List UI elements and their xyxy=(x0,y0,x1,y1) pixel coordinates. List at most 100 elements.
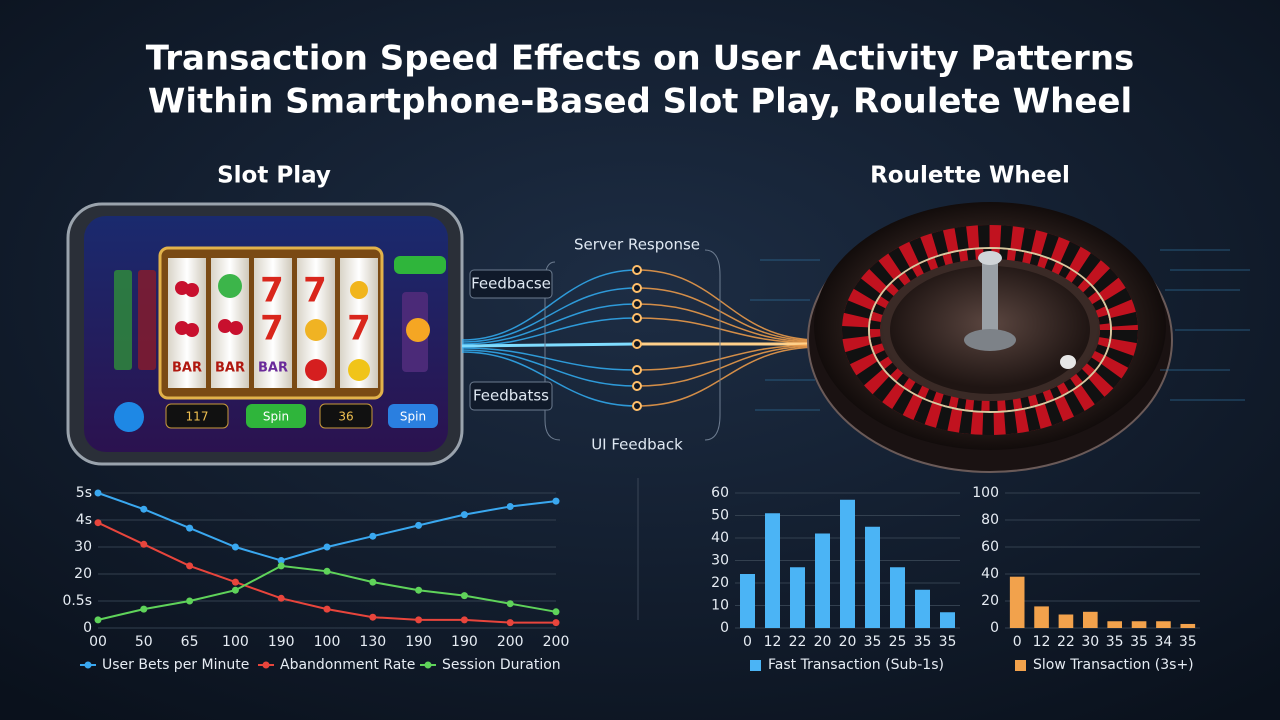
data-point xyxy=(552,619,560,627)
x-tick-label: 35 xyxy=(1179,634,1197,650)
section-title: Slot Play xyxy=(217,163,331,189)
x-tick-label: 12 xyxy=(1033,634,1051,650)
x-tick-label: 100 xyxy=(314,634,341,650)
data-point xyxy=(323,543,331,551)
y-tick-label: 4s xyxy=(76,512,92,528)
x-tick-label: 200 xyxy=(497,634,524,650)
y-tick-label: 40 xyxy=(981,566,999,582)
reel-bar: BAR xyxy=(258,361,288,376)
x-tick-label: 35 xyxy=(864,634,882,650)
reel-bar: BAR xyxy=(172,361,202,376)
y-tick-label: 50 xyxy=(711,508,729,524)
bar xyxy=(865,526,880,628)
bar xyxy=(1083,611,1098,628)
flow-label: Server Response xyxy=(574,236,700,254)
y-tick-label: 20 xyxy=(74,566,92,582)
data-point xyxy=(506,503,514,510)
bar xyxy=(1034,606,1049,628)
x-tick-label: 190 xyxy=(268,634,295,650)
x-tick-label: 0 xyxy=(1013,634,1022,650)
bet: 36 xyxy=(338,410,353,424)
x-tick-label: 100 xyxy=(222,634,249,650)
y-tick-label: 0 xyxy=(990,620,999,636)
data-point xyxy=(460,592,468,600)
x-tick-label: 35 xyxy=(914,634,932,650)
data-point xyxy=(140,505,148,513)
reel-seven: 7 xyxy=(260,271,284,311)
x-tick-label: 20 xyxy=(839,634,857,650)
data-point xyxy=(231,578,239,586)
bar xyxy=(915,589,930,628)
data-point xyxy=(186,597,194,605)
bar xyxy=(1131,621,1147,628)
x-tick-label: 35 xyxy=(939,634,957,650)
bar xyxy=(765,513,780,628)
legend-swatch xyxy=(424,661,432,669)
data-point xyxy=(94,489,102,497)
y-tick-label: 80 xyxy=(981,512,999,528)
title-line: Transaction Speed Effects on User Activi… xyxy=(146,39,1135,79)
legend-swatch xyxy=(84,661,92,669)
data-point xyxy=(415,521,423,529)
x-tick-label: 65 xyxy=(181,634,199,650)
data-point xyxy=(231,543,239,551)
legend-swatch xyxy=(262,661,270,669)
x-tick-label: 12 xyxy=(764,634,782,650)
bar xyxy=(890,567,905,628)
data-point xyxy=(140,605,148,613)
y-tick-label: 60 xyxy=(981,539,999,555)
y-tick-label: 10 xyxy=(711,598,729,614)
data-point xyxy=(415,616,423,624)
x-tick-label: 200 xyxy=(543,634,570,650)
x-tick-label: 50 xyxy=(135,634,153,650)
flow-diagram xyxy=(461,249,821,441)
x-tick-label: 130 xyxy=(359,634,386,650)
x-tick-label: 25 xyxy=(889,634,907,650)
data-point xyxy=(186,524,194,532)
x-tick-label: 0 xyxy=(743,634,752,650)
x-tick-label: 00 xyxy=(89,634,107,650)
data-point xyxy=(552,497,560,505)
data-point xyxy=(415,586,423,594)
bar xyxy=(1058,614,1074,628)
x-tick-label: 22 xyxy=(789,634,807,650)
y-tick-label: 40 xyxy=(711,530,729,546)
x-tick-label: 34 xyxy=(1155,634,1173,650)
bar xyxy=(740,574,755,628)
spin-button[interactable]: Spin xyxy=(263,410,289,424)
x-tick-label: 30 xyxy=(1081,634,1099,650)
title-line: Within Smartphone-Based Slot Play, Roule… xyxy=(148,82,1132,122)
x-tick-label: 35 xyxy=(1106,634,1124,650)
x-tick-label: 190 xyxy=(451,634,478,650)
data-point xyxy=(506,600,514,608)
data-point xyxy=(277,562,285,570)
data-point xyxy=(369,578,377,586)
spin-button[interactable]: Spin xyxy=(400,410,426,424)
flow-label: Feedbacse xyxy=(471,275,551,293)
data-point xyxy=(186,562,194,570)
y-tick-label: 0.5s xyxy=(62,593,92,609)
y-tick-label: 20 xyxy=(711,575,729,591)
roulette-wheel xyxy=(750,202,1250,473)
x-tick-label: 35 xyxy=(1130,634,1148,650)
bar xyxy=(790,567,805,628)
y-tick-label: 30 xyxy=(74,539,92,555)
y-tick-label: 5s xyxy=(76,485,92,501)
x-tick-label: 190 xyxy=(405,634,432,650)
section-title: Roulette Wheel xyxy=(870,163,1070,189)
data-point xyxy=(94,616,102,624)
data-point xyxy=(277,594,285,602)
flow-label: UI Feedback xyxy=(591,436,683,454)
bar xyxy=(815,533,830,628)
legend-label: Session Duration xyxy=(442,657,561,673)
legend-label: Slow Transaction (3s+) xyxy=(1033,657,1194,673)
data-point xyxy=(369,613,377,621)
y-tick-label: 0 xyxy=(83,620,92,636)
reel-seven: 7 xyxy=(260,309,284,349)
bar xyxy=(1107,621,1122,628)
legend-swatch xyxy=(750,660,761,671)
legend-swatch xyxy=(1015,660,1026,671)
reel-seven: 7 xyxy=(303,271,327,311)
phone: 7 7 7 7 BAR BAR BAR 117 Spin 36 Spin xyxy=(66,202,464,466)
